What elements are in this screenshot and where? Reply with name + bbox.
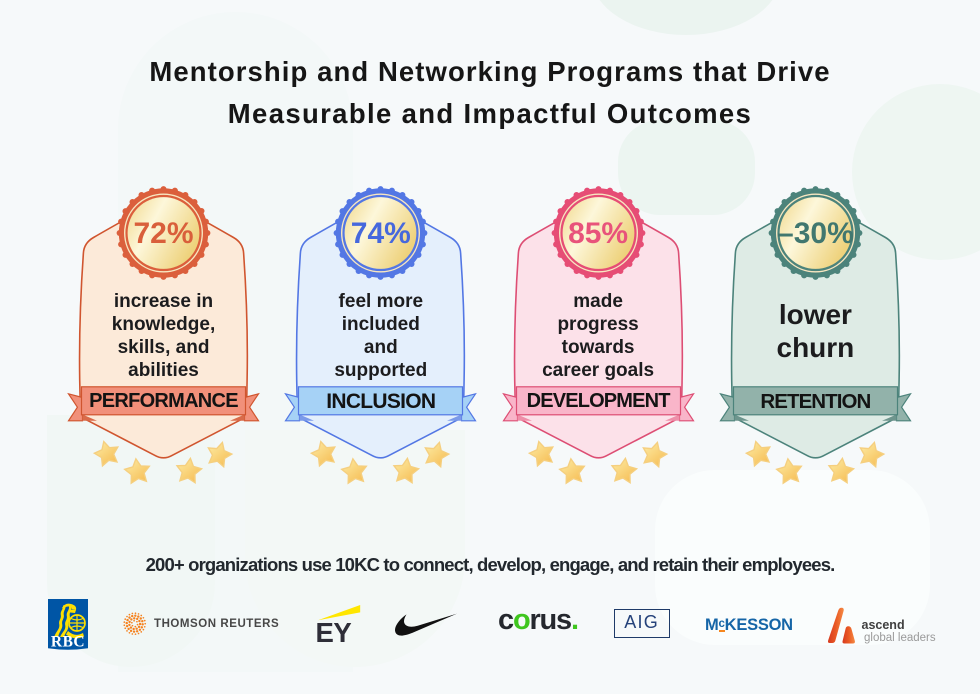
svg-text:EY: EY [316, 617, 352, 644]
svg-text:RBC: RBC [50, 633, 84, 650]
